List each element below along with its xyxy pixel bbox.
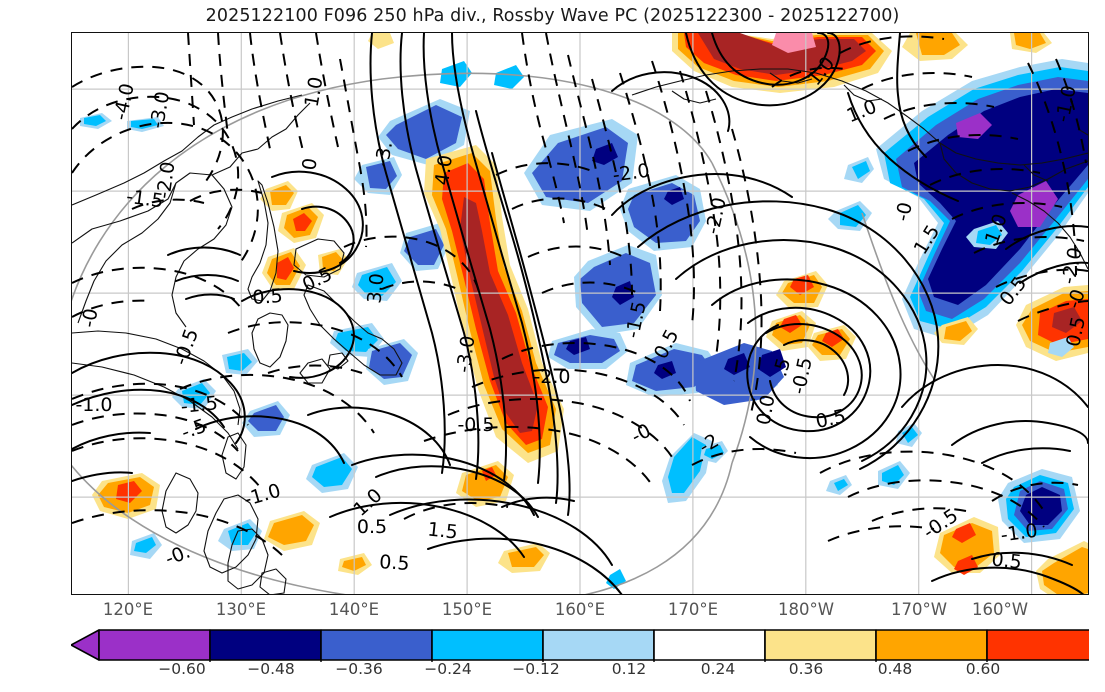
page-title: 2025122100 F096 250 hPa div., Rossby Wav… [205,6,900,26]
negative-contour-layer [72,33,1088,558]
x-axis-label-150e: 150°E [441,600,493,619]
colorbar-label--0.36: −0.36 [335,660,383,678]
x-tick-mark [241,594,242,595]
svg-text:4.0: 4.0 [431,154,457,187]
colorbar-seg-purple [98,629,211,661]
x-axis-label-120e: 120°E [102,600,154,619]
map-canvas: -4.0 -3.0 -2.0 -1.5 -1.0 -1.5 -.5 -1.0 -… [72,33,1088,594]
contour-inline-labels: -4.0 -3.0 -2.0 -1.5 -1.0 -1.5 -.5 -1.0 -… [75,53,1088,575]
colorbar-extend-min [71,629,100,661]
colorbar-label-0.12: 0.12 [611,660,647,678]
y-tick-mark [71,497,72,498]
svg-text:1.0: 1.0 [301,75,328,109]
svg-text:-4.0: -4.0 [110,81,139,122]
y-tick-mark [71,191,72,192]
svg-text:.5: .5 [769,356,795,380]
svg-text:-1.0: -1.0 [241,480,283,511]
colorbar-svg[interactable] [71,628,1089,662]
map-axes: -4.0 -3.0 -2.0 -1.5 -1.0 -1.5 -.5 -1.0 -… [71,32,1089,595]
x-axis-label-180w: 180°W [777,600,835,619]
svg-text:0.5: 0.5 [1062,315,1088,349]
colorbar[interactable] [71,628,1089,662]
colorbar-seg-lightyellow [764,629,877,661]
svg-text:-3.: -3. [371,140,397,168]
positive-contour-layer [72,33,1088,594]
colorbar-seg-cyan [431,629,544,661]
x-axis-label-170w: 170°W [890,600,948,619]
colorbar-label-0.48: 0.48 [877,660,913,678]
x-tick-mark [693,594,694,595]
svg-text:0.5: 0.5 [357,516,387,538]
domain-boundary-arc [72,72,935,594]
colorbar-seg-redorange [986,629,1089,661]
svg-text:1.5: 1.5 [426,519,458,544]
colorbar-label--0.24: −0.24 [424,660,472,678]
colorbar-label--0.12: −0.12 [512,660,560,678]
svg-text:0.5: 0.5 [814,405,848,433]
x-axis-label-130e: 130°E [215,600,267,619]
svg-text:-0: -0 [891,200,916,223]
x-tick-mark [1032,594,1033,595]
colorbar-label--0.48: −0.48 [247,660,295,678]
colorbar-seg-navy [209,629,322,661]
colorbar-seg-orange [875,629,988,661]
svg-text:-0: -0 [628,420,655,448]
colorbar-seg-white [653,629,766,661]
svg-text:-2.0: -2.0 [702,195,731,236]
colorbar-seg-royalblue [320,629,433,661]
svg-text:-1.5: -1.5 [180,392,219,418]
svg-text:-1.5: -1.5 [125,186,165,213]
svg-text:-0.5: -0.5 [457,414,494,436]
colorbar-label--0.60: −0.60 [158,660,206,678]
colorbar-ticks [209,660,988,662]
svg-text:0.0: 0.0 [753,393,780,427]
x-axis-label-140e: 140°E [328,600,380,619]
svg-text:-0.: -0. [162,541,193,571]
svg-text:-2.0: -2.0 [153,160,180,200]
x-tick-mark [467,594,468,595]
map-plot-svg: -4.0 -3.0 -2.0 -1.5 -1.0 -1.5 -.5 -1.0 -… [72,33,1088,594]
shaded-anomaly-layer [80,33,1088,594]
svg-text:-2.0: -2.0 [533,366,570,388]
svg-text:3.0: 3.0 [364,272,389,304]
x-tick-mark [919,594,920,595]
x-tick-mark [354,594,355,595]
svg-text:-1.0: -1.0 [999,520,1039,547]
svg-text:0.5: 0.5 [990,549,1022,574]
svg-text:-0: -0 [78,307,103,329]
colorbar-segments [71,629,1089,661]
svg-text:0.5: 0.5 [379,551,411,575]
y-tick-mark [71,395,72,396]
x-axis-label-170e: 170°E [667,600,719,619]
svg-text:-2.0: -2.0 [611,160,651,187]
colorbar-label-0.60: 0.60 [965,660,1001,678]
colorbar-label-0.36: 0.36 [788,660,824,678]
x-tick-mark [806,594,807,595]
y-tick-mark [71,293,72,294]
svg-text:-1.0: -1.0 [75,394,112,416]
x-axis-label-160w: 160°W [971,600,1029,619]
x-axis-label-160e: 160°E [554,600,606,619]
x-tick-mark [580,594,581,595]
y-tick-mark [71,89,72,90]
svg-text:0.5: 0.5 [252,285,284,309]
svg-text:0: 0 [298,157,321,172]
colorbar-seg-lightblue [542,629,655,661]
svg-text:-3.0: -3.0 [453,334,480,374]
x-tick-mark [128,594,129,595]
svg-text:-2.0: -2.0 [1058,245,1087,286]
graticule-gridlines [72,33,1088,594]
colorbar-label-0.24: 0.24 [700,660,736,678]
